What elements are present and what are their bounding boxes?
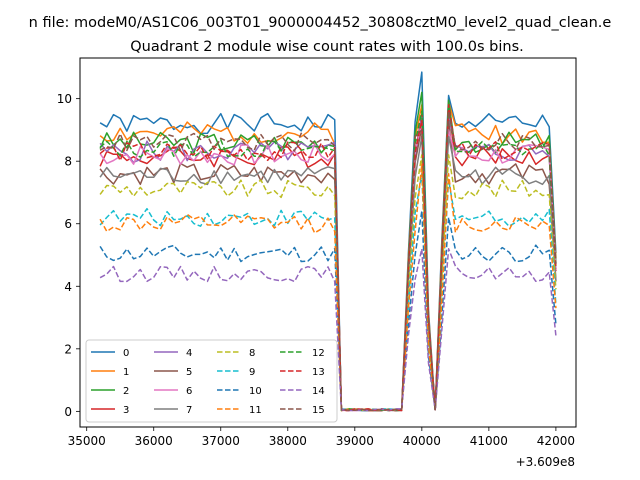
y-tick-label: 6 — [64, 217, 72, 231]
y-axis: 0 2 4 6 8 10 — [57, 92, 80, 419]
chart-title: Quadrant 2 module wise count rates with … — [130, 39, 524, 55]
series-line-5 — [99, 119, 557, 412]
plot-area — [99, 71, 557, 412]
legend-label-3: 3 — [123, 405, 129, 416]
legend-label-14: 14 — [312, 386, 325, 397]
y-tick-label: 4 — [64, 280, 72, 294]
x-tick-label: 37000 — [202, 434, 240, 448]
legend-label-0: 0 — [123, 348, 129, 359]
legend-label-10: 10 — [249, 386, 262, 397]
legend-label-8: 8 — [249, 348, 255, 359]
series-line-13 — [99, 104, 557, 412]
x-tick-label: 38000 — [269, 434, 307, 448]
legend-label-6: 6 — [186, 386, 192, 397]
legend-label-15: 15 — [312, 405, 325, 416]
x-tick-label: 35000 — [68, 434, 106, 448]
legend-label-4: 4 — [186, 348, 192, 359]
x-axis: 35000 36000 37000 38000 39000 40000 41000 42000 — [68, 427, 575, 448]
legend-frame — [85, 339, 338, 423]
x-offset-label: +3.609e8 — [516, 455, 575, 469]
series-line-7 — [99, 135, 557, 412]
series-line-10 — [99, 210, 557, 412]
y-tick-label: 10 — [57, 92, 72, 106]
legend-label-7: 7 — [186, 405, 192, 416]
y-tick-label: 0 — [64, 405, 72, 419]
legend-label-9: 9 — [249, 367, 255, 378]
series-line-11 — [99, 163, 557, 412]
legend-label-5: 5 — [186, 367, 192, 378]
figure-suptitle: n file: modeM0/AS1C06_003T01_9000004452_… — [29, 15, 612, 31]
legend-label-13: 13 — [312, 367, 325, 378]
series-line-1 — [99, 101, 557, 412]
legend-label-2: 2 — [123, 386, 129, 397]
legend-label-1: 1 — [123, 367, 129, 378]
x-tick-label: 40000 — [403, 434, 441, 448]
series-line-14 — [99, 248, 557, 412]
series-line-12 — [99, 107, 557, 412]
y-tick-label: 2 — [64, 342, 72, 356]
x-tick-label: 42000 — [537, 434, 575, 448]
series-line-6 — [99, 122, 557, 412]
x-tick-label: 41000 — [470, 434, 508, 448]
y-tick-label: 8 — [64, 155, 72, 169]
x-tick-label: 36000 — [135, 434, 173, 448]
series-line-15 — [99, 110, 557, 412]
legend-label-11: 11 — [249, 405, 262, 416]
x-tick-label: 39000 — [336, 434, 374, 448]
plot-frame — [79, 57, 577, 428]
legend-label-12: 12 — [312, 348, 325, 359]
